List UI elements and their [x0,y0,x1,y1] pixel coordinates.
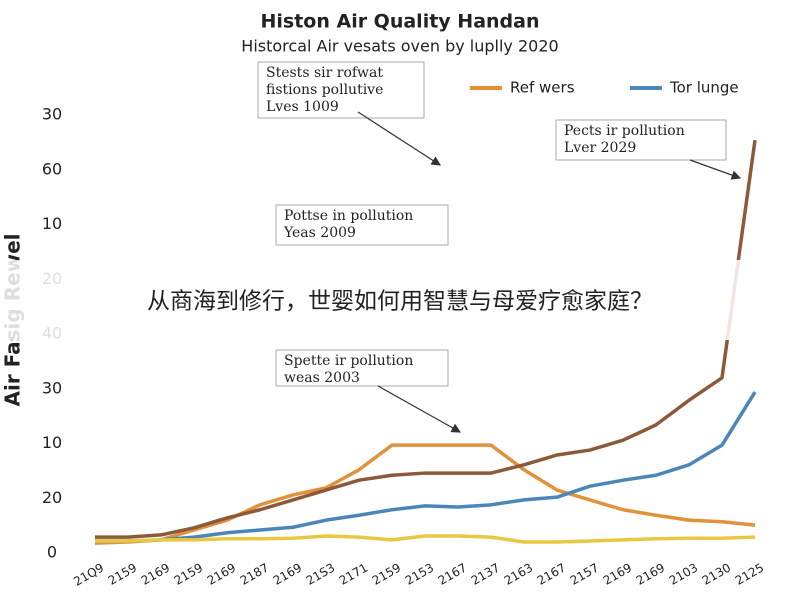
banner-band [0,260,800,340]
annotation-arrow [357,111,442,166]
x-tick-label: 2153 [403,561,436,588]
annotation-text: Lves 1009 [266,99,339,115]
x-tick-label: 2137 [469,561,502,588]
chart-subtitle: Historcal Air vesats oven by luplly 2020 [241,37,558,56]
x-tick-label: 2125 [733,561,766,588]
x-tick-label: 2169 [634,561,667,588]
annotation-text: Spette ir pollution [284,353,413,369]
annotation-text: Pects ir pollution [564,123,685,139]
annotation-text: fistions pollutive [266,82,383,98]
annotation-text: Stests sir rofwat [266,65,383,81]
x-tick-label: 21Q9 [71,561,106,589]
x-tick-label: 2103 [667,561,700,588]
annotation-box [257,61,425,119]
x-tick-label: 2167 [535,561,568,588]
series-line [95,139,757,539]
series-line [94,443,756,545]
annotation-arrow [377,385,462,433]
annotation-text: weas 2003 [284,370,360,386]
annotation-text: Pottse in pollution [284,208,413,224]
x-tick-label: 2159 [106,561,139,588]
annotation-arrow [689,159,742,180]
annotation-box [555,119,727,161]
x-tick-label: 2169 [139,561,172,588]
x-tick-label: 2163 [502,561,535,588]
annotation-text: Lver 2029 [564,140,636,156]
y-tick-label: 20 [42,488,62,507]
legend-label: Ref wers [510,79,575,97]
y-tick-label: 30 [42,105,62,124]
x-tick-label: 2159 [370,561,403,588]
x-tick-label: 2157 [568,561,601,588]
chart-title: Histon Air Quality Handan [260,11,539,33]
y-tick-label: 60 [42,159,62,178]
x-tick-label: 2169 [271,561,304,588]
x-tick-label: 2169 [205,561,238,588]
annotation-box [275,349,449,387]
x-tick-label: 21S3 [304,561,337,588]
x-tick-label: 2167 [436,561,469,588]
series-line [95,391,757,543]
y-tick-label: 30 [42,378,62,397]
x-tick-label: 2159 [172,561,205,588]
x-tick-label: 2169 [601,561,634,588]
annotation-text: Yeas 2009 [283,225,356,241]
series-line [95,534,756,544]
x-tick-label: 2130 [700,561,733,588]
y-tick-label: 10 [42,433,62,452]
annotation-box [275,204,449,246]
legend-label: Tor lunge [669,79,739,97]
x-tick-label: 2187 [238,561,271,588]
y-tick-label: 10 [42,214,62,233]
banner-text: 从商海到修行，世婴如何用智慧与母爱疗愈家庭？ [147,289,653,315]
x-tick-label: 2171 [337,561,370,588]
y-tick-label: 0 [47,543,57,562]
